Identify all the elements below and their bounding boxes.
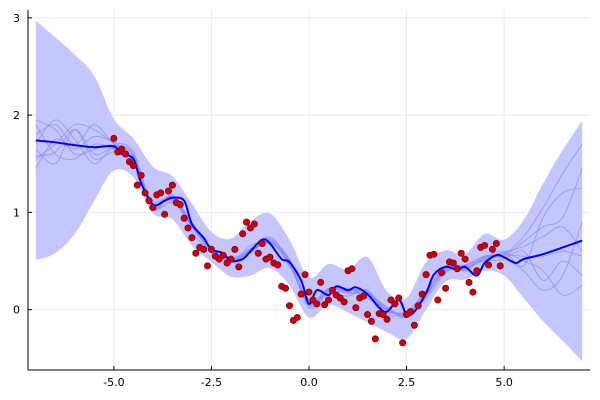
observation-point [422, 271, 430, 279]
observation-point [453, 265, 461, 273]
observation-point [485, 261, 493, 269]
observation-point [250, 220, 258, 228]
observation-point [340, 298, 348, 306]
tick-labels: -5.0 -2.5 0.0 2.5 5.0 0 1 2 3 [13, 12, 513, 389]
observation-point [313, 300, 321, 308]
observation-point [383, 315, 391, 323]
observation-point [297, 290, 305, 298]
x-tick-label: 5.0 [495, 376, 513, 389]
observation-point [348, 265, 356, 273]
observation-point [274, 261, 282, 269]
observation-point [157, 189, 165, 197]
observation-point [133, 181, 141, 189]
observation-point [449, 259, 457, 267]
y-tick-label: 0 [13, 304, 20, 317]
observation-point [161, 210, 169, 218]
observation-point [469, 288, 477, 296]
observation-point [301, 271, 309, 279]
observation-point [434, 296, 442, 304]
x-tick-label: 2.5 [398, 376, 416, 389]
observation-point [492, 240, 500, 248]
observation-point [360, 292, 368, 300]
observation-point [243, 218, 251, 226]
observation-point [239, 230, 247, 238]
observation-point [399, 339, 407, 347]
observation-point [165, 187, 173, 195]
observations-layer [110, 134, 504, 347]
y-tick-label: 1 [13, 206, 20, 219]
y-tick-label: 2 [13, 109, 20, 122]
observation-point [461, 255, 469, 263]
observation-point [118, 145, 126, 153]
observation-point [364, 311, 372, 319]
observation-point [110, 134, 118, 142]
observation-point [442, 284, 450, 292]
observation-point [325, 296, 333, 304]
observation-point [410, 321, 418, 329]
observation-point [254, 249, 262, 257]
observation-point [406, 308, 414, 316]
observation-point [418, 290, 426, 298]
x-tick-label: 0.0 [300, 376, 318, 389]
observation-point [473, 267, 481, 275]
observation-point [227, 255, 235, 263]
observation-point [305, 288, 313, 296]
confidence-band [35, 20, 583, 362]
x-tick-label: -5.0 [103, 376, 124, 389]
observation-point [192, 249, 200, 257]
observation-point [391, 300, 399, 308]
observation-point [145, 197, 153, 205]
observation-point [207, 245, 215, 253]
observation-point [430, 250, 438, 258]
observation-point [137, 171, 145, 179]
observation-point [235, 263, 243, 271]
observation-point [367, 317, 375, 325]
x-tick-label: -2.5 [201, 376, 222, 389]
observation-point [414, 302, 422, 310]
observation-point [141, 189, 149, 197]
observation-point [266, 253, 274, 261]
observation-point [438, 269, 446, 277]
observation-point [328, 286, 336, 294]
observation-point [168, 181, 176, 189]
observation-point [285, 302, 293, 310]
observation-point [481, 241, 489, 249]
observation-point [317, 278, 325, 286]
observation-point [149, 204, 157, 212]
observation-point [282, 284, 290, 292]
confidence-band-layer [35, 20, 583, 362]
observation-point [231, 245, 239, 253]
observation-point [371, 335, 379, 343]
observation-point [321, 301, 329, 309]
observation-point [200, 245, 208, 253]
observation-point [180, 214, 188, 222]
observation-point [379, 311, 387, 319]
observation-point [122, 150, 130, 158]
tick-marks [28, 17, 505, 370]
observation-point [395, 294, 403, 302]
observation-point [465, 278, 473, 286]
observation-point [176, 201, 184, 209]
observation-point [129, 162, 137, 170]
y-tick-label: 3 [13, 12, 20, 25]
observation-point [219, 251, 227, 259]
observation-point [188, 234, 196, 242]
observation-point [258, 240, 266, 248]
observation-point [204, 262, 212, 270]
observation-point [184, 224, 192, 232]
observation-point [488, 245, 496, 253]
observation-point [496, 262, 504, 270]
observation-point [352, 304, 360, 312]
observation-point [457, 249, 465, 257]
observation-point [293, 313, 301, 321]
